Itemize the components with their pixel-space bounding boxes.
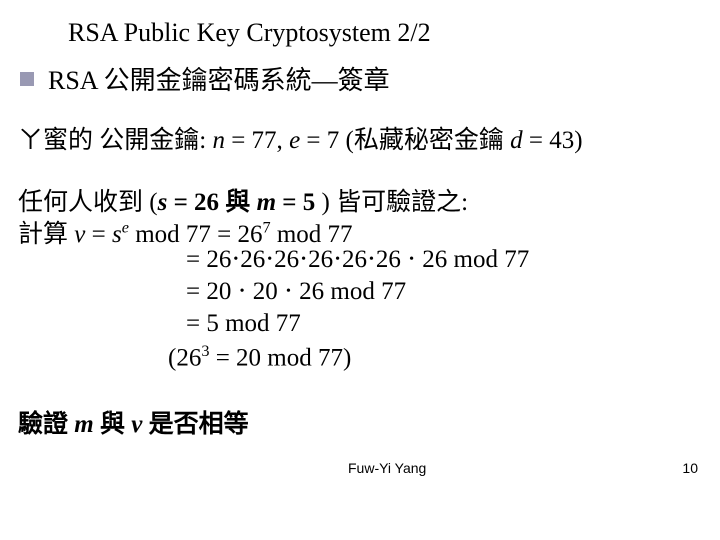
var-m: m [257,189,276,216]
dot-icon: • [333,252,342,267]
calc-eq1: = [85,221,112,248]
d-value: = 43) [529,127,583,154]
dot-icon: • [231,252,240,267]
bullet-icon [20,72,34,86]
verify-mid: 與 [100,411,131,438]
dot-icon: • [265,252,274,267]
exp-e: e [122,219,129,237]
calc-prefix: 計算 [18,221,74,248]
subtitle-row: RSA 公開金鑰密碼系統—簽章 [20,60,390,97]
verify-suffix: 是否相等 [149,411,249,438]
m-value: = 5 [276,189,315,216]
exp-7: 7 [262,219,270,237]
var-v: v [74,221,85,248]
calc-mod2: mod 77 [271,221,353,248]
eq-line-3: = 5 mod 77 [186,310,301,338]
paren-rest: = 20 mod 77) [209,344,351,371]
var-m2: m [74,411,100,438]
recv-prefix: 任何人收到 ( [18,189,158,216]
var-v2: v [131,411,148,438]
var-n: n [212,127,225,154]
var-s: s [158,189,168,216]
var-e: e [289,127,300,154]
e-value: = 7 (私藏秘密金鑰 [300,127,510,154]
dot-icon: • [284,284,293,299]
footer-page-number: 10 [682,460,698,476]
n-value: = 77, [225,127,289,154]
title-main: RSA Public Key Cryptosystem 2/2 [68,18,431,48]
subtitle-text: RSA 公開金鑰密碼系統—簽章 [48,60,390,97]
eq-line-2: = 20 • 20 • 26 mod 77 [186,278,406,306]
eq-line-1: = 26•26•26•26•26•26 • 26 mod 77 [186,246,529,274]
verify-line: 驗證 m 與 v 是否相等 [18,404,249,440]
footer-author: Fuw-Yi Yang [348,460,426,476]
verify-prefix: 驗證 [18,411,74,438]
recv-suffix: ) 皆可驗證之: [315,189,468,216]
var-d: d [510,127,529,154]
paren-line: (263 = 20 mod 77) [168,342,351,372]
s-value: = 26 與 [167,189,256,216]
key-prefix: ㄚ蜜的 公開金鑰: [18,127,212,154]
public-key-line: ㄚ蜜的 公開金鑰: n = 77, e = 7 (私藏秘密金鑰 d = 43) [18,120,583,156]
dot-icon: • [299,252,308,267]
var-s2: s [112,221,122,248]
dot-icon: • [367,252,376,267]
calc-line: 計算 v = se mod 77 = 267 mod 77 [18,214,353,250]
calc-mod1: mod 77 = 26 [129,221,263,248]
paren-open: (26 [168,344,201,371]
dot-icon: • [238,284,247,299]
dot-icon: • [407,252,416,267]
receive-line: 任何人收到 (s = 26 與 m = 5 ) 皆可驗證之: [18,182,468,218]
